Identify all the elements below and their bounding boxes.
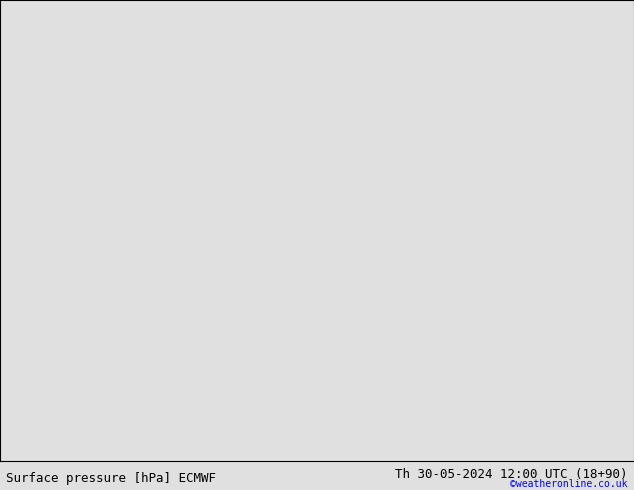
- Text: ©weatheronline.co.uk: ©weatheronline.co.uk: [510, 479, 628, 489]
- Text: Surface pressure [hPa] ECMWF: Surface pressure [hPa] ECMWF: [6, 472, 216, 485]
- Text: Th 30-05-2024 12:00 UTC (18+90): Th 30-05-2024 12:00 UTC (18+90): [395, 468, 628, 481]
